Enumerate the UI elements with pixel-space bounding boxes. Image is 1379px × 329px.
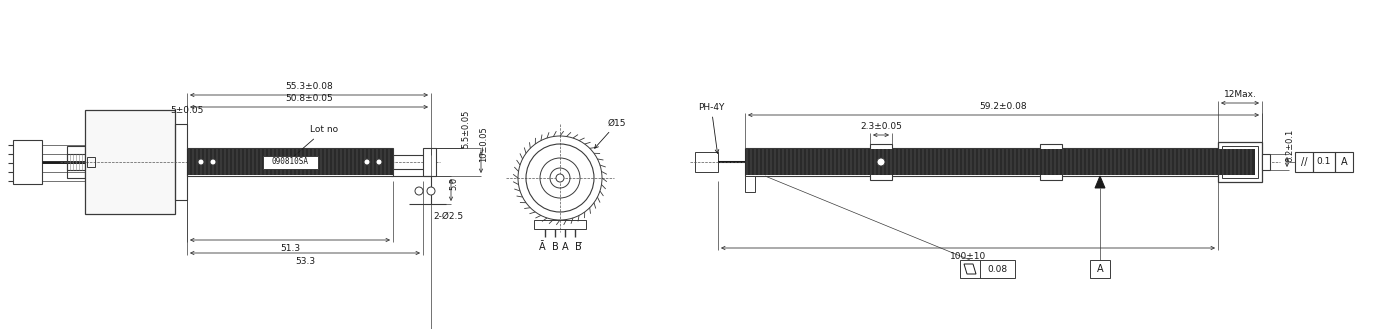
Text: 090810SA: 090810SA bbox=[272, 158, 309, 166]
Text: 5±0.05: 5±0.05 bbox=[171, 106, 204, 115]
Bar bbox=[1222, 146, 1258, 178]
Text: 53.3: 53.3 bbox=[295, 257, 314, 266]
Text: 50.8±0.05: 50.8±0.05 bbox=[285, 94, 332, 103]
Bar bbox=[1295, 152, 1313, 172]
Text: Ø15: Ø15 bbox=[594, 118, 626, 148]
Circle shape bbox=[210, 159, 217, 165]
Bar bbox=[1040, 144, 1062, 180]
Bar bbox=[1089, 260, 1110, 278]
Polygon shape bbox=[1095, 176, 1105, 188]
Bar bbox=[960, 260, 1015, 278]
Bar bbox=[68, 146, 85, 178]
Bar bbox=[262, 156, 317, 168]
Bar bbox=[188, 149, 393, 175]
Circle shape bbox=[415, 187, 423, 195]
Text: B̅: B̅ bbox=[575, 242, 582, 252]
Text: B: B bbox=[552, 242, 558, 252]
Bar bbox=[1335, 152, 1353, 172]
Bar bbox=[87, 157, 95, 167]
Text: 2.3±0.05: 2.3±0.05 bbox=[860, 122, 902, 131]
Circle shape bbox=[199, 159, 204, 165]
Text: Ā: Ā bbox=[539, 242, 545, 252]
Bar bbox=[423, 148, 436, 176]
Bar bbox=[870, 144, 892, 180]
Text: Lot no: Lot no bbox=[288, 125, 338, 162]
Bar bbox=[393, 155, 432, 169]
Bar bbox=[534, 220, 586, 229]
Text: 100±10: 100±10 bbox=[950, 252, 986, 261]
Text: 59.2±0.08: 59.2±0.08 bbox=[979, 102, 1027, 111]
Text: 6.2±0.1: 6.2±0.1 bbox=[1285, 129, 1295, 162]
Bar bbox=[1262, 154, 1270, 170]
Bar bbox=[1218, 142, 1262, 182]
Bar bbox=[188, 148, 393, 176]
Text: A: A bbox=[1340, 157, 1347, 167]
Text: 5.5±0.05: 5.5±0.05 bbox=[462, 110, 470, 148]
Bar bbox=[175, 124, 188, 200]
Text: A: A bbox=[561, 242, 568, 252]
Circle shape bbox=[556, 174, 564, 182]
Bar bbox=[745, 149, 1255, 175]
Bar bbox=[85, 110, 175, 214]
Circle shape bbox=[427, 187, 434, 195]
Circle shape bbox=[364, 159, 370, 165]
Bar bbox=[12, 140, 41, 184]
Bar bbox=[1313, 152, 1335, 172]
Text: 51.3: 51.3 bbox=[280, 244, 301, 253]
Text: 0.08: 0.08 bbox=[987, 265, 1007, 273]
Bar bbox=[68, 154, 127, 170]
Bar bbox=[745, 176, 754, 192]
Text: 12Max.: 12Max. bbox=[1223, 90, 1256, 99]
Text: 5.0: 5.0 bbox=[450, 177, 458, 190]
Bar bbox=[695, 152, 718, 172]
Bar bbox=[745, 148, 1255, 176]
Text: 2-Ø2.5: 2-Ø2.5 bbox=[433, 212, 463, 221]
Text: 0.1: 0.1 bbox=[1317, 158, 1331, 166]
Text: A: A bbox=[1096, 264, 1103, 274]
Text: 55.3±0.08: 55.3±0.08 bbox=[285, 82, 332, 91]
Circle shape bbox=[877, 158, 885, 166]
Text: //: // bbox=[1300, 157, 1307, 167]
Text: 10±0.05: 10±0.05 bbox=[480, 126, 488, 162]
Circle shape bbox=[376, 159, 382, 165]
Text: PH-4Y: PH-4Y bbox=[698, 103, 724, 153]
